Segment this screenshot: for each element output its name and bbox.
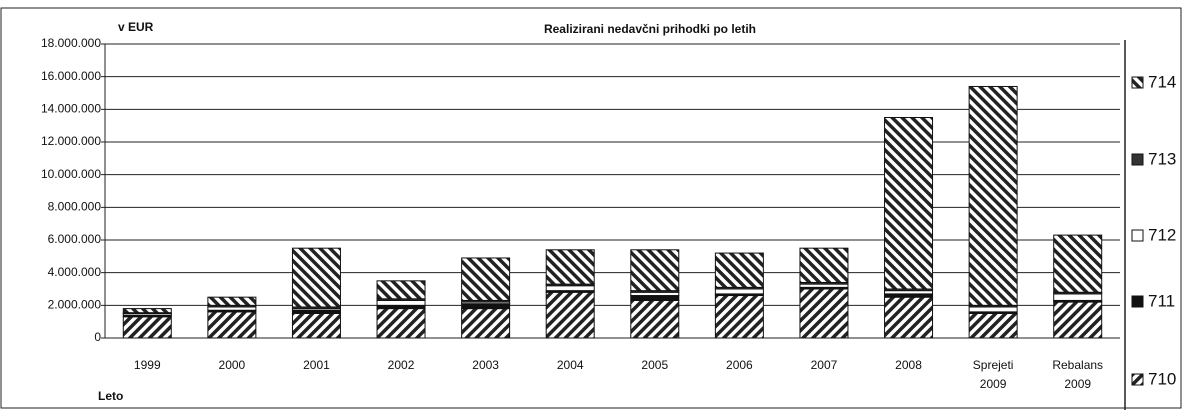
bar-segment xyxy=(207,311,257,339)
bar-segment xyxy=(630,249,680,292)
x-tick-label: Rebalans 2009 xyxy=(1052,358,1104,391)
y-tick-label: 2.000.000 xyxy=(48,298,102,312)
x-tick-label: 2006 xyxy=(726,358,753,372)
legend-swatch xyxy=(1131,229,1144,242)
bar-segment xyxy=(1053,234,1103,293)
chart-title: Realizirani nedavčni prihodki po letih xyxy=(544,22,756,36)
bar-segment xyxy=(376,280,426,300)
bar-segment xyxy=(968,85,1018,306)
y-tick-label: 6.000.000 xyxy=(48,232,102,246)
bar-segment xyxy=(376,299,426,306)
bar-segment xyxy=(1053,301,1103,339)
bar-segment xyxy=(714,252,764,288)
legend-swatch xyxy=(1131,295,1144,308)
bar-segment xyxy=(630,299,680,339)
legend-label: 712 xyxy=(1148,225,1176,244)
bar-segment xyxy=(545,285,595,292)
x-tick-label: 2005 xyxy=(641,358,669,372)
x-tick-label: 2008 xyxy=(895,358,922,372)
legend-label: 710 xyxy=(1148,369,1176,388)
bar-segment xyxy=(545,249,595,285)
legend-label: 711 xyxy=(1148,291,1175,310)
bar-segment xyxy=(291,313,341,339)
bar-segment xyxy=(884,117,934,290)
bar-segment xyxy=(122,316,172,339)
bar-segment xyxy=(291,247,341,308)
x-tick-label: 2001 xyxy=(303,358,330,372)
x-tick-label: 1999 xyxy=(133,358,161,372)
y-tick-label: 4.000.000 xyxy=(48,265,102,279)
x-tick-label: Sprejeti 2009 xyxy=(972,358,1014,391)
y-tick-label: 18.000.000 xyxy=(41,36,101,50)
bar-segment xyxy=(630,295,680,301)
x-tick-label: 2004 xyxy=(556,358,584,372)
legend-swatch xyxy=(1131,373,1144,386)
y-axis-label: v EUR xyxy=(118,20,154,34)
bar-segment xyxy=(968,306,1018,313)
bar-segment xyxy=(968,313,1018,339)
bar-segment xyxy=(461,257,511,301)
y-tick-label: 12.000.000 xyxy=(41,134,101,148)
bar-segment xyxy=(799,288,849,339)
bar-segment xyxy=(461,303,511,310)
y-tick-label: 14.000.000 xyxy=(41,102,101,116)
y-tick-label: 0 xyxy=(94,330,101,344)
bar-segment xyxy=(461,308,511,339)
x-tick-label: 2000 xyxy=(218,358,246,372)
bar-segment xyxy=(884,296,934,339)
x-tick-label: 2003 xyxy=(472,358,499,372)
bar-segment xyxy=(1053,293,1103,301)
legend-label: 713 xyxy=(1148,149,1176,168)
legend-swatch xyxy=(1131,76,1144,89)
bar-segment xyxy=(714,288,764,295)
frame xyxy=(0,7,1182,409)
bar-segment xyxy=(545,291,595,339)
bar-segment xyxy=(122,308,172,314)
y-tick-label: 10.000.000 xyxy=(41,167,101,181)
bar-segment xyxy=(799,247,849,283)
bar-segment xyxy=(207,296,257,306)
y-tick-label: 8.000.000 xyxy=(48,200,102,214)
x-tick-label: 2002 xyxy=(387,358,415,372)
legend-swatch xyxy=(1131,153,1144,166)
bar-segment xyxy=(376,308,426,339)
legend-label: 714 xyxy=(1148,72,1176,91)
bar-segment xyxy=(714,295,764,339)
x-axis-label: Leto xyxy=(98,389,123,403)
y-tick-label: 16.000.000 xyxy=(41,69,101,83)
x-tick-label: 2007 xyxy=(810,358,838,372)
